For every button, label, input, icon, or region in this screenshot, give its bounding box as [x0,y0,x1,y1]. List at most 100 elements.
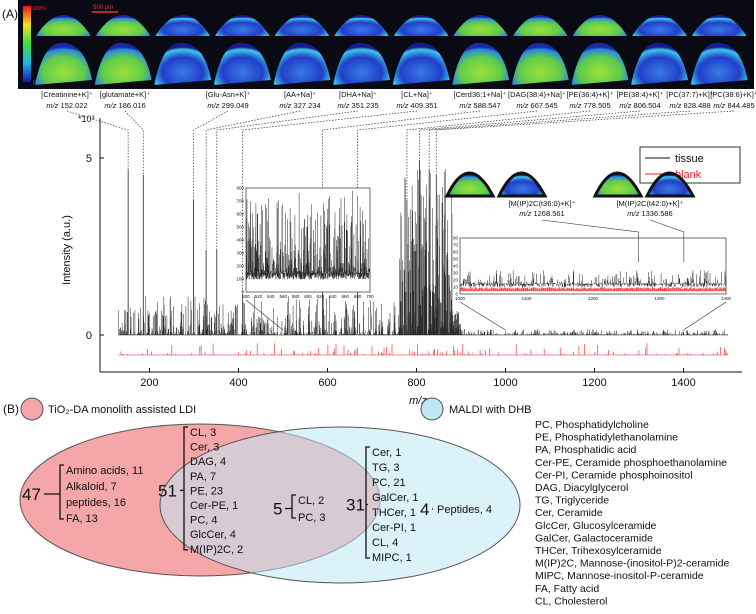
group-item: GlcCer, 4 [190,529,236,541]
ms-image [154,42,212,85]
abbreviation: CL, Cholesterol [535,595,607,607]
colorbar-max: 100% [33,6,46,12]
inset-x-tick: 500 [242,294,250,299]
leader-line [66,110,129,170]
group-item: peptides, 16 [66,497,126,509]
ion-mz: m/z 351.235 [337,101,378,110]
group-item: CL, 2 [298,495,324,507]
ion-mz: m/z 778.505 [569,101,610,110]
inset-x-tick: 600 [304,294,312,299]
inset-x-tick: 580 [292,294,300,299]
leader-line [406,110,591,200]
ms-image [334,15,389,36]
inset-y-tick: 20 [453,278,459,283]
leader-line [357,110,538,290]
mz-value: 152.022 [61,101,88,110]
ion-label: [M(IP)2C(t42:0)+K]⁺ [616,199,683,208]
x-tick-label: 800 [407,377,425,389]
abbreviation: FA, Fatty acid [535,583,599,595]
group-item: GalCer, 1 [372,492,418,504]
group-item: Cer-PE, 1 [190,500,238,512]
ion-mz: m/z 299.049 [207,101,248,110]
ion-label: [CL+Na]⁺ [401,90,433,99]
ms-image [274,15,330,36]
ms-image [155,15,211,36]
spectrum-trace [118,169,729,336]
group-item: PC, 4 [190,515,218,527]
group-item: TG, 3 [372,462,400,474]
inset-y-tick: 50 [453,257,459,262]
ion-mz: m/z 327.234 [279,101,320,110]
mz-value: 409.351 [411,101,438,110]
ms-image [631,42,688,85]
abbreviation: Cer-PI, Ceramide phosphoinositol [535,469,693,481]
legend-label: tissue [675,153,704,165]
zoom-line [683,301,727,331]
leader-line [124,110,144,175]
group-item: Cer, 3 [190,442,219,454]
x-tick-label: 1000 [493,377,517,389]
group-item: PA, 7 [190,471,216,483]
legend [639,146,741,184]
group-item: PC, 3 [298,512,326,524]
group-item: Peptides, 4 [437,504,492,516]
leader-line [541,219,639,262]
abbreviation: DAG, Diacylglycerol [535,482,628,494]
y-tick-label: 0 [86,330,92,342]
leader-line [193,110,229,200]
inset-y-tick: 100 [236,277,244,282]
group-item: M(IP)2C, 2 [190,544,243,556]
ion-mz: m/z 152.022 [46,101,87,110]
abbreviation: PC, Phosphatidylcholine [535,419,649,431]
inset-x-tick: 540 [267,294,275,299]
ion-mz: m/z 828.488 [669,101,710,110]
inset-x-tick: 560 [279,294,287,299]
ion-label: [PC(37:7)+K]⁺ [666,90,714,99]
mz-prefix: m/z [459,101,471,110]
ms-image [452,42,510,85]
inset-y-tick: 40 [453,264,459,269]
y-axis-label: Intensity (a.u.) [61,215,73,285]
ms-image [512,15,568,36]
group-item: MIPC, 1 [372,552,412,564]
ion-mz: m/z 1268.561 [519,209,564,218]
ion-label: [Glu-Asn+K]⁺ [206,90,251,99]
group-item: Alkaloid, 7 [66,481,117,493]
abbreviation: PE, Phosphatidylethanolamine [535,432,678,444]
ion-mz: m/z 588.547 [459,101,500,110]
zoom-line [459,301,506,331]
bracket [285,494,296,519]
ms-image [273,42,331,85]
mz-value: 844.485 [728,101,755,110]
scale-bar-label: 500 µm [93,5,113,11]
ms-image [95,15,151,36]
group-count: 5 [273,500,282,519]
inset-y-tick: 30 [453,271,459,276]
ms-image [333,42,390,85]
inset-x-tick: 1400 [721,296,732,301]
inset-y-tick: 600 [236,212,244,217]
ion-label: [PE(38:4)+K]⁺ [616,90,663,99]
ms-image [571,42,629,85]
x-tick-label: 600 [318,377,336,389]
y-multiplier: *10³ [78,114,95,124]
inset-y-tick: 0 [241,290,244,295]
group-item: PC, 21 [372,477,406,489]
inset-x-tick: 700 [366,294,374,299]
inset-y-tick: 60 [453,250,459,255]
mz-prefix: m/z [337,101,349,110]
group-item: CL, 4 [372,537,398,549]
inset-y-tick: 80 [453,236,459,241]
abbreviation: Cer, Ceramide [535,507,603,519]
mz-prefix: m/z [669,101,681,110]
bracket [180,426,188,551]
abbreviation: GalCer, Galactoceramide [535,532,653,544]
legend-label: TiO₂-DA monolith assisted LDI [48,404,196,416]
ms-image [690,42,748,85]
mz-value: 299.049 [222,101,249,110]
abbreviation: PA, Phosphatidic acid [535,444,637,456]
inset-x-tick: 520 [255,294,263,299]
inset-y-tick: 700 [236,199,244,204]
ms-image [572,15,628,36]
group-item: DAG, 4 [190,456,226,468]
